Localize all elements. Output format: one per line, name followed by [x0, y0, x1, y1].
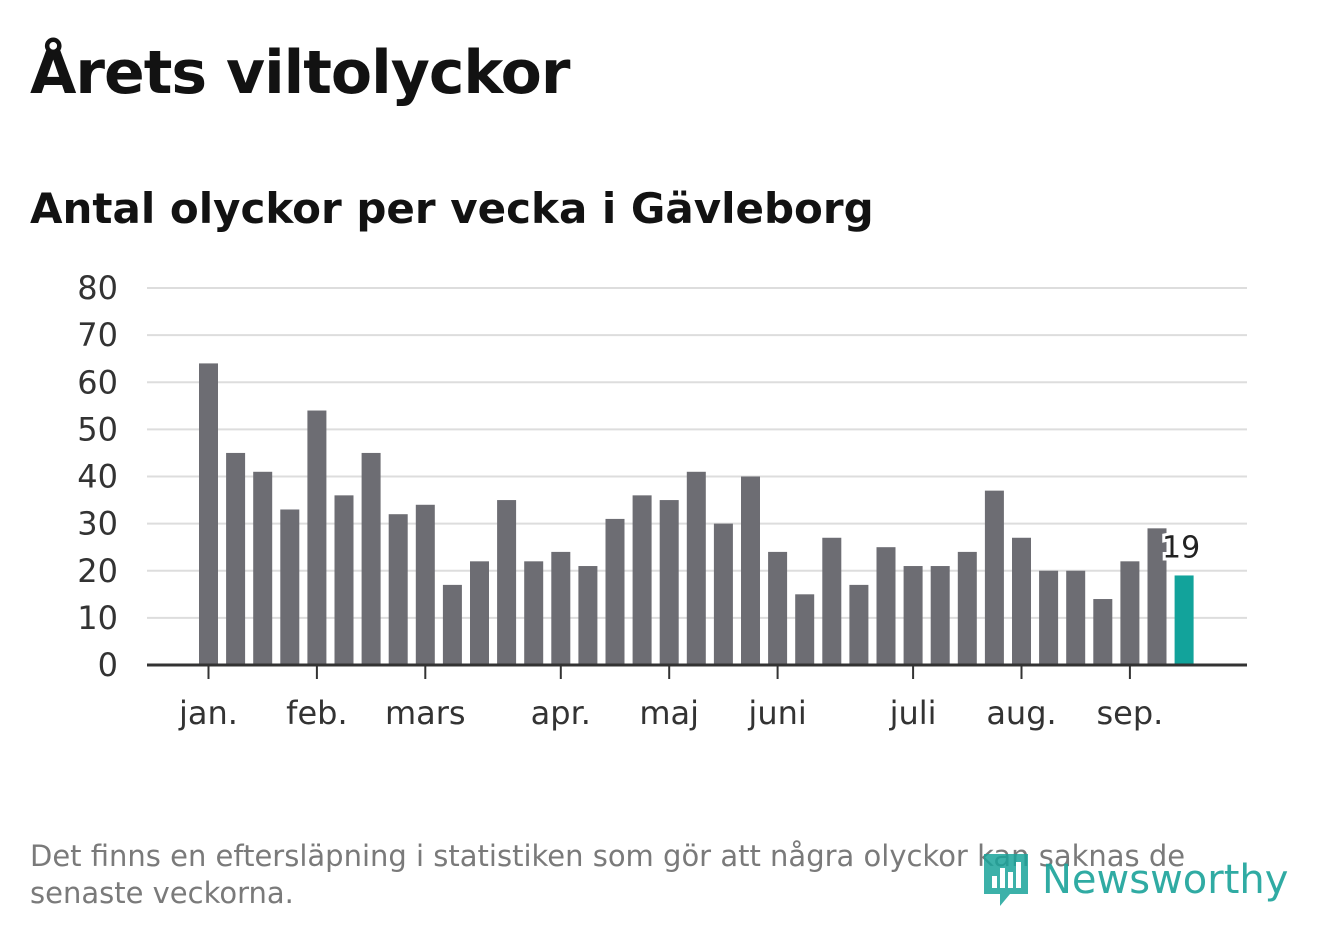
- bar: [1066, 570, 1086, 665]
- bar: [1147, 528, 1167, 665]
- bar: [1039, 570, 1059, 665]
- y-tick-label: 30: [77, 505, 118, 543]
- bar: [578, 566, 598, 665]
- bar: [1012, 537, 1031, 665]
- bar: [253, 471, 273, 665]
- bar: [686, 471, 706, 665]
- bar: [1093, 599, 1113, 665]
- bar: [903, 566, 923, 665]
- bar: [307, 410, 327, 665]
- x-tick-label: juli: [889, 694, 937, 732]
- bar: [442, 584, 462, 665]
- x-tick-label: maj: [639, 694, 699, 732]
- y-tick-label: 50: [77, 410, 118, 448]
- x-tick-label: apr.: [531, 694, 591, 732]
- bar: [551, 551, 571, 665]
- bar: [334, 495, 354, 665]
- x-tick-label: aug.: [986, 694, 1056, 732]
- x-tick-label: feb.: [286, 694, 347, 732]
- newsworthy-logo-icon: [984, 854, 1028, 906]
- bar-chart: 0 10 20 30 40 50 60 70 80 19 jan. feb. mars apr. maj ju…: [77, 269, 1247, 732]
- bar: [876, 547, 896, 665]
- bar: [280, 509, 300, 665]
- bar: [713, 523, 733, 665]
- y-tick-label: 80: [77, 269, 118, 307]
- chart-subtitle: Antal olyckor per vecka i Gävleborg: [30, 184, 874, 233]
- bar: [388, 514, 408, 665]
- bar: [849, 584, 869, 665]
- y-tick-label: 0: [98, 646, 118, 684]
- x-tick-label: jan.: [178, 694, 238, 732]
- bar: [822, 537, 842, 665]
- bar: [361, 452, 381, 665]
- bar: [1120, 561, 1140, 665]
- y-tick-label: 10: [77, 599, 118, 637]
- y-tick-label: 20: [77, 552, 118, 590]
- bar: [795, 594, 815, 665]
- chart-title: Årets viltolyckor: [30, 38, 570, 108]
- y-tick-label: 60: [77, 363, 118, 401]
- bar: [497, 500, 517, 665]
- bar: [741, 476, 760, 665]
- y-tick-label: 40: [77, 458, 118, 496]
- bar: [632, 495, 652, 665]
- bar: [605, 518, 625, 665]
- x-tick-label: sep.: [1096, 694, 1163, 732]
- y-tick-label: 70: [77, 316, 118, 354]
- newsworthy-logo: Newsworthy: [980, 850, 1288, 910]
- bar: [768, 551, 788, 665]
- bar: [984, 490, 1004, 665]
- bar: [470, 561, 489, 665]
- bar: [524, 561, 544, 665]
- x-tick-label: juni: [747, 694, 806, 732]
- bar-highlight: [1174, 575, 1194, 665]
- bar: [199, 363, 218, 665]
- x-tick-label: mars: [385, 694, 466, 732]
- bar: [930, 566, 950, 665]
- bar: [226, 452, 246, 665]
- data-label: 19: [1162, 530, 1200, 565]
- bar: [415, 504, 435, 665]
- brand-name: Newsworthy: [1042, 857, 1289, 903]
- bar: [659, 500, 679, 665]
- bar: [957, 551, 977, 665]
